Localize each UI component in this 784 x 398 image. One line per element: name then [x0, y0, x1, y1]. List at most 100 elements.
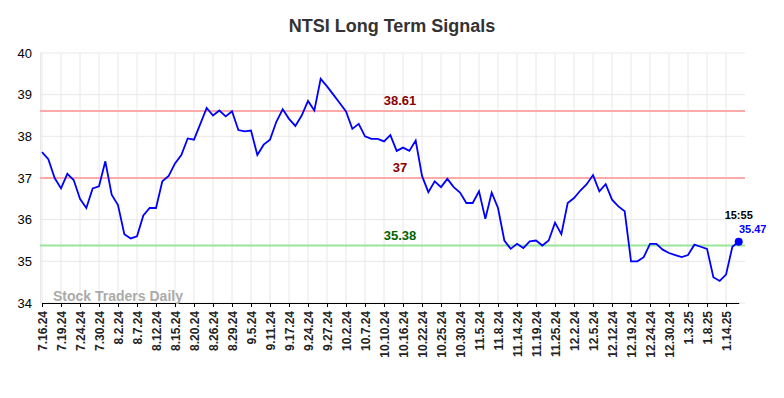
x-tick-label: 1.8.25 — [701, 311, 715, 345]
grid-line-y — [40, 136, 745, 137]
y-tick: 35 — [18, 254, 40, 269]
x-tick: 7.24.24 — [74, 303, 88, 351]
y-tick-label: 36 — [18, 212, 32, 227]
plot-area — [40, 79, 745, 281]
x-tick-label: 12.24.24 — [644, 311, 658, 358]
y-tick: 34 — [18, 296, 40, 311]
x-tick-mark — [42, 303, 43, 307]
x-tick-mark — [270, 303, 271, 307]
x-tick-label: 9.17.24 — [283, 311, 297, 351]
x-tick-mark — [479, 303, 480, 307]
x-tick-label: 11.5.24 — [473, 311, 487, 351]
x-tick-label: 11.8.24 — [492, 311, 506, 351]
x-tick-mark — [517, 303, 518, 307]
x-tick-mark — [251, 303, 252, 307]
x-tick-label: 12.30.24 — [663, 311, 677, 358]
x-tick: 10.16.24 — [397, 303, 411, 358]
x-tick: 9.17.24 — [283, 303, 297, 351]
x-tick-label: 12.2.24 — [568, 311, 582, 351]
x-tick-mark — [213, 303, 214, 307]
grid-line-y — [40, 178, 745, 179]
reference-label: 35.38 — [384, 228, 417, 243]
watermark: Stock Traders Daily — [53, 288, 183, 304]
y-tick: 36 — [18, 212, 40, 227]
x-tick-mark — [726, 303, 727, 307]
y-tick-label: 39 — [18, 87, 32, 102]
y-tick-label: 34 — [18, 296, 32, 311]
x-tick-label: 9.11.24 — [264, 311, 278, 351]
y-tick: 38 — [18, 129, 40, 144]
x-tick: 8.15.24 — [169, 303, 183, 351]
x-tick-mark — [289, 303, 290, 307]
x-tick-label: 8.15.24 — [169, 311, 183, 351]
x-tick-mark — [612, 303, 613, 307]
x-tick: 7.16.24 — [36, 303, 50, 351]
x-tick: 8.26.24 — [207, 303, 221, 351]
x-tick: 11.8.24 — [492, 303, 506, 350]
grid-line-y — [40, 219, 745, 220]
y-axis: 34 35 36 37 38 39 40 — [18, 46, 41, 311]
x-tick-mark — [574, 303, 575, 307]
x-tick-label: 8.7.24 — [131, 311, 145, 345]
x-tick: 10.10.24 — [378, 303, 392, 358]
y-tick-label: 35 — [18, 254, 32, 269]
y-tick-label: 37 — [18, 171, 32, 186]
x-tick-label: 8.29.24 — [226, 311, 240, 351]
grid — [40, 53, 745, 303]
x-tick: 9.5.24 — [245, 303, 259, 344]
reference-label: 37 — [393, 160, 407, 175]
x-tick-label: 12.19.24 — [625, 311, 639, 358]
x-tick-label: 8.20.24 — [188, 311, 202, 351]
x-tick: 8.20.24 — [188, 303, 202, 351]
x-tick-mark — [346, 303, 347, 307]
x-tick-mark — [460, 303, 461, 307]
x-axis: 7.16.247.19.247.24.247.30.248.2.248.7.24… — [36, 303, 740, 358]
x-tick-label: 10.16.24 — [397, 311, 411, 358]
x-tick: 10.7.24 — [359, 303, 373, 351]
y-tick-label: 38 — [18, 129, 32, 144]
price-line — [42, 79, 739, 281]
x-tick: 10.2.24 — [340, 303, 354, 351]
x-tick-label: 7.19.24 — [55, 311, 69, 351]
last-value-label: 35.47 — [739, 223, 767, 235]
x-tick: 9.27.24 — [321, 303, 335, 351]
x-tick-label: 8.26.24 — [207, 311, 221, 351]
last-point — [735, 238, 743, 246]
x-tick: 10.25.24 — [435, 303, 449, 358]
x-tick: 8.12.24 — [150, 303, 164, 351]
x-tick-mark — [707, 303, 708, 307]
x-tick-mark — [232, 303, 233, 307]
x-tick: 12.12.24 — [606, 303, 620, 358]
x-tick: 1.14.25 — [720, 303, 734, 351]
x-tick-mark — [555, 303, 556, 307]
x-tick-mark — [365, 303, 366, 307]
title: NTSI Long Term Signals — [289, 16, 496, 36]
y-tick: 40 — [18, 46, 40, 61]
x-tick-mark — [403, 303, 404, 307]
x-tick: 9.24.24 — [302, 303, 316, 351]
x-tick: 11.19.24 — [530, 303, 544, 357]
reference-line — [40, 245, 745, 247]
x-tick-label: 10.22.24 — [416, 311, 430, 358]
reference-line — [40, 110, 745, 112]
x-tick-mark — [631, 303, 632, 307]
x-tick-label: 12.5.24 — [587, 311, 601, 351]
x-tick-label: 8.2.24 — [112, 311, 126, 345]
x-tick-label: 10.7.24 — [359, 311, 373, 351]
x-tick-label: 10.2.24 — [340, 311, 354, 351]
x-tick: 1.8.25 — [701, 303, 715, 344]
x-tick-label: 7.24.24 — [74, 311, 88, 351]
x-tick-mark — [308, 303, 309, 307]
x-tick: 10.22.24 — [416, 303, 430, 358]
x-tick: 8.2.24 — [112, 303, 126, 344]
x-tick: 12.19.24 — [625, 303, 639, 358]
x-tick: 8.29.24 — [226, 303, 240, 351]
x-tick-label: 10.25.24 — [435, 311, 449, 358]
x-tick-mark — [593, 303, 594, 307]
x-tick: 11.5.24 — [473, 303, 487, 350]
x-tick-label: 12.12.24 — [606, 311, 620, 358]
x-tick-label: 11.25.24 — [549, 311, 563, 357]
x-tick-mark — [384, 303, 385, 307]
x-tick-label: 1.3.25 — [682, 311, 696, 345]
grid-line-y — [40, 53, 745, 54]
